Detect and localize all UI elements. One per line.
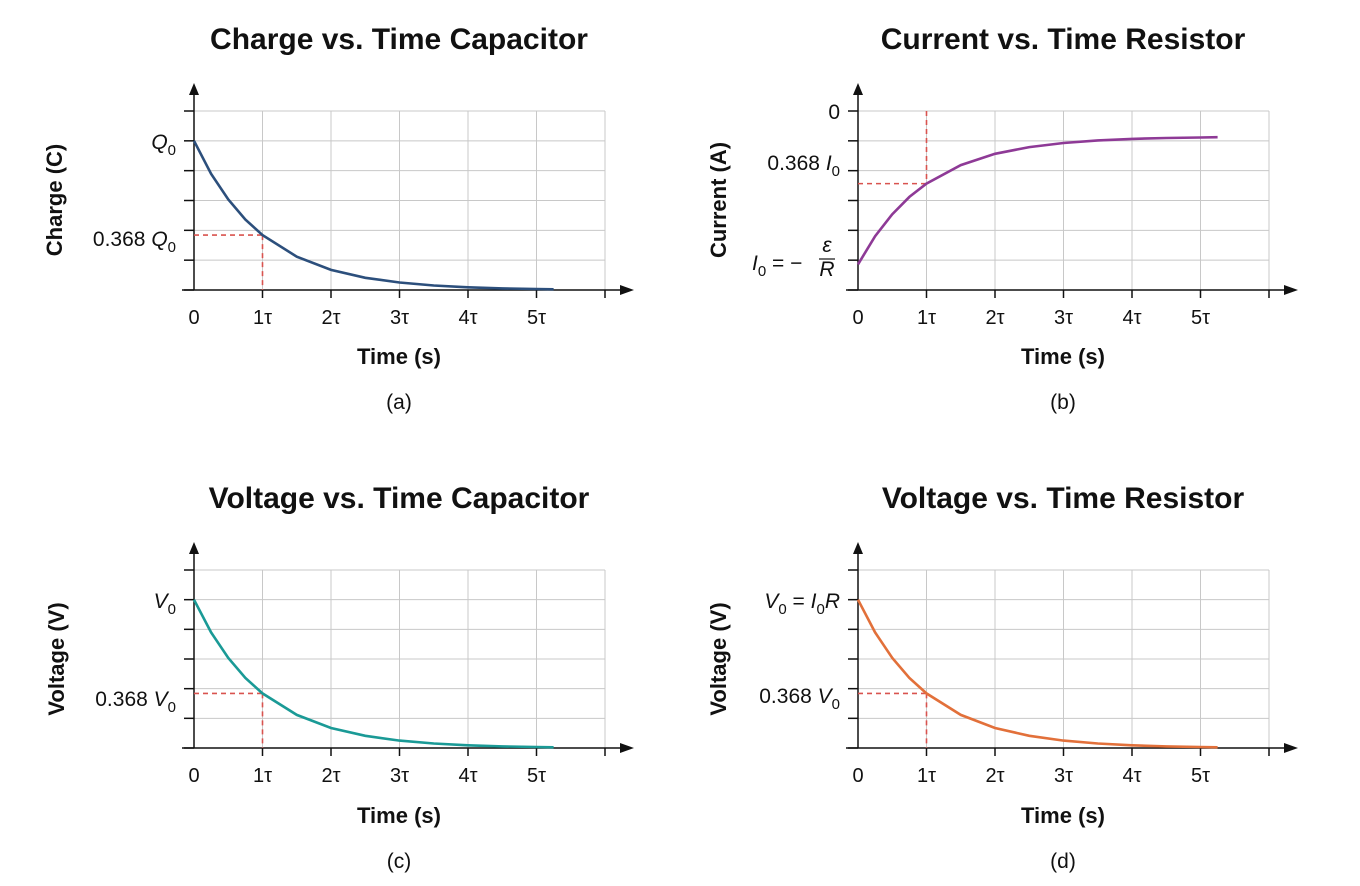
- curve-layer: [192, 599, 554, 749]
- x-axis-arrow-icon: [1284, 285, 1298, 295]
- chart-panel-b: Current vs. Time Resistor 0 1τ 2τ 3τ 4τ 5τ 0 …: [706, 23, 1298, 414]
- x-axis-label: Time (s): [1021, 344, 1105, 369]
- x-tick-label: 3τ: [1054, 307, 1073, 329]
- x-tick-label: 0: [188, 307, 199, 329]
- y-label-v0-equals-i0r: V0 = I0R: [764, 590, 840, 618]
- x-axis-label: Time (s): [357, 344, 441, 369]
- guide-lines: [194, 692, 264, 748]
- panel-caption: (b): [1050, 391, 1076, 414]
- chart-title: Voltage vs. Time Capacitor: [209, 482, 590, 515]
- chart-panel-c: Voltage vs. Time Capacitor 0 1τ 2τ 3τ 4τ 5τ V…: [44, 482, 634, 873]
- y-value-labels: Q0 0.368 Q0: [93, 131, 176, 256]
- y-axis-label: Charge (C): [42, 144, 67, 256]
- x-tick-label: 1τ: [917, 765, 936, 787]
- curve-layer: [856, 599, 1218, 749]
- y-axis-label: Voltage (V): [706, 602, 731, 715]
- curve-layer: [192, 140, 554, 291]
- x-tick-labels: 0 1τ 2τ 3τ 4τ 5τ: [852, 307, 1210, 329]
- guide-lines: [858, 692, 928, 748]
- y-label-0368-v0: 0.368 V0: [759, 685, 840, 713]
- curve-layer: [856, 135, 1218, 266]
- axes: [846, 83, 1298, 298]
- panel-caption: (a): [386, 391, 412, 414]
- y-label-0368-q0: 0.368 Q0: [93, 228, 176, 256]
- x-axis-arrow-icon: [620, 743, 634, 753]
- x-tick-labels: 0 1τ 2τ 3τ 4τ 5τ: [188, 765, 546, 787]
- x-tick-labels: 0 1τ 2τ 3τ 4τ 5τ: [188, 307, 546, 329]
- y-value-labels: V0 0.368 V0: [95, 590, 176, 716]
- y-label-v0: V0: [154, 590, 176, 618]
- panel-caption: (c): [387, 850, 412, 873]
- axes: [846, 542, 1298, 756]
- y-value-labels: 0 0.368 I0 I0 = − ε R: [752, 101, 840, 281]
- x-tick-label: 4τ: [458, 307, 477, 329]
- decay-curve: [856, 599, 1218, 749]
- grid: [194, 569, 606, 748]
- x-tick-label: 0: [852, 765, 863, 787]
- x-tick-label: 4τ: [1122, 307, 1141, 329]
- x-tick-label: 3τ: [390, 307, 409, 329]
- guide-lines: [858, 111, 928, 185]
- x-tick-label: 3τ: [390, 765, 409, 787]
- decay-curve: [192, 140, 554, 291]
- chart-title: Voltage vs. Time Resistor: [882, 482, 1245, 515]
- y-label-0368-v0: 0.368 V0: [95, 688, 176, 716]
- guide-lines: [194, 234, 264, 290]
- svg-text:ε: ε: [822, 234, 832, 257]
- y-axis-label: Voltage (V): [44, 602, 69, 715]
- x-tick-label: 1τ: [917, 307, 936, 329]
- x-axis-arrow-icon: [1284, 743, 1298, 753]
- x-tick-label: 0: [188, 765, 199, 787]
- x-tick-label: 3τ: [1054, 765, 1073, 787]
- x-tick-label: 4τ: [458, 765, 477, 787]
- decay-curve: [856, 135, 1218, 266]
- y-axis-arrow-icon: [189, 83, 199, 95]
- y-label-zero: 0: [828, 101, 840, 124]
- x-axis-arrow-icon: [620, 285, 634, 295]
- y-axis-arrow-icon: [189, 542, 199, 554]
- x-tick-label: 5τ: [527, 765, 546, 787]
- x-tick-label: 0: [852, 307, 863, 329]
- y-label-i0-emf-over-r: I0 = − ε R: [752, 234, 835, 281]
- chart-panel-a: Charge vs. Time Capacitor 0 1τ 2τ 3τ 4τ 5τ Q0…: [42, 23, 634, 414]
- y-axis-arrow-icon: [853, 83, 863, 95]
- grid: [194, 110, 606, 290]
- y-axis-label: Current (A): [706, 142, 731, 258]
- decay-curve: [192, 599, 554, 749]
- chart-title: Charge vs. Time Capacitor: [210, 23, 588, 56]
- x-tick-label: 2τ: [321, 307, 340, 329]
- axes: [182, 542, 634, 756]
- y-value-labels: V0 = I0R 0.368 V0: [759, 590, 840, 713]
- panel-caption: (d): [1050, 850, 1076, 873]
- x-tick-label: 2τ: [985, 307, 1004, 329]
- x-tick-label: 5τ: [527, 307, 546, 329]
- y-axis-arrow-icon: [853, 542, 863, 554]
- x-axis-label: Time (s): [357, 803, 441, 828]
- x-axis-label: Time (s): [1021, 803, 1105, 828]
- chart-title: Current vs. Time Resistor: [881, 23, 1246, 56]
- chart-panel-d: Voltage vs. Time Resistor 0 1τ 2τ 3τ 4τ 5τ V0…: [706, 482, 1298, 873]
- axes: [182, 83, 634, 298]
- x-tick-label: 4τ: [1122, 765, 1141, 787]
- x-tick-labels: 0 1τ 2τ 3τ 4τ 5τ: [852, 765, 1210, 787]
- grid: [858, 569, 1270, 748]
- x-tick-label: 2τ: [321, 765, 340, 787]
- svg-text:I0 = −: I0 = −: [752, 252, 802, 280]
- y-label-q0: Q0: [151, 131, 176, 159]
- x-tick-label: 5τ: [1191, 765, 1210, 787]
- x-tick-label: 5τ: [1191, 307, 1210, 329]
- svg-text:R: R: [819, 258, 834, 281]
- x-tick-label: 1τ: [253, 765, 272, 787]
- x-tick-label: 1τ: [253, 307, 272, 329]
- x-tick-label: 2τ: [985, 765, 1004, 787]
- y-label-0368-i0: 0.368 I0: [767, 152, 840, 180]
